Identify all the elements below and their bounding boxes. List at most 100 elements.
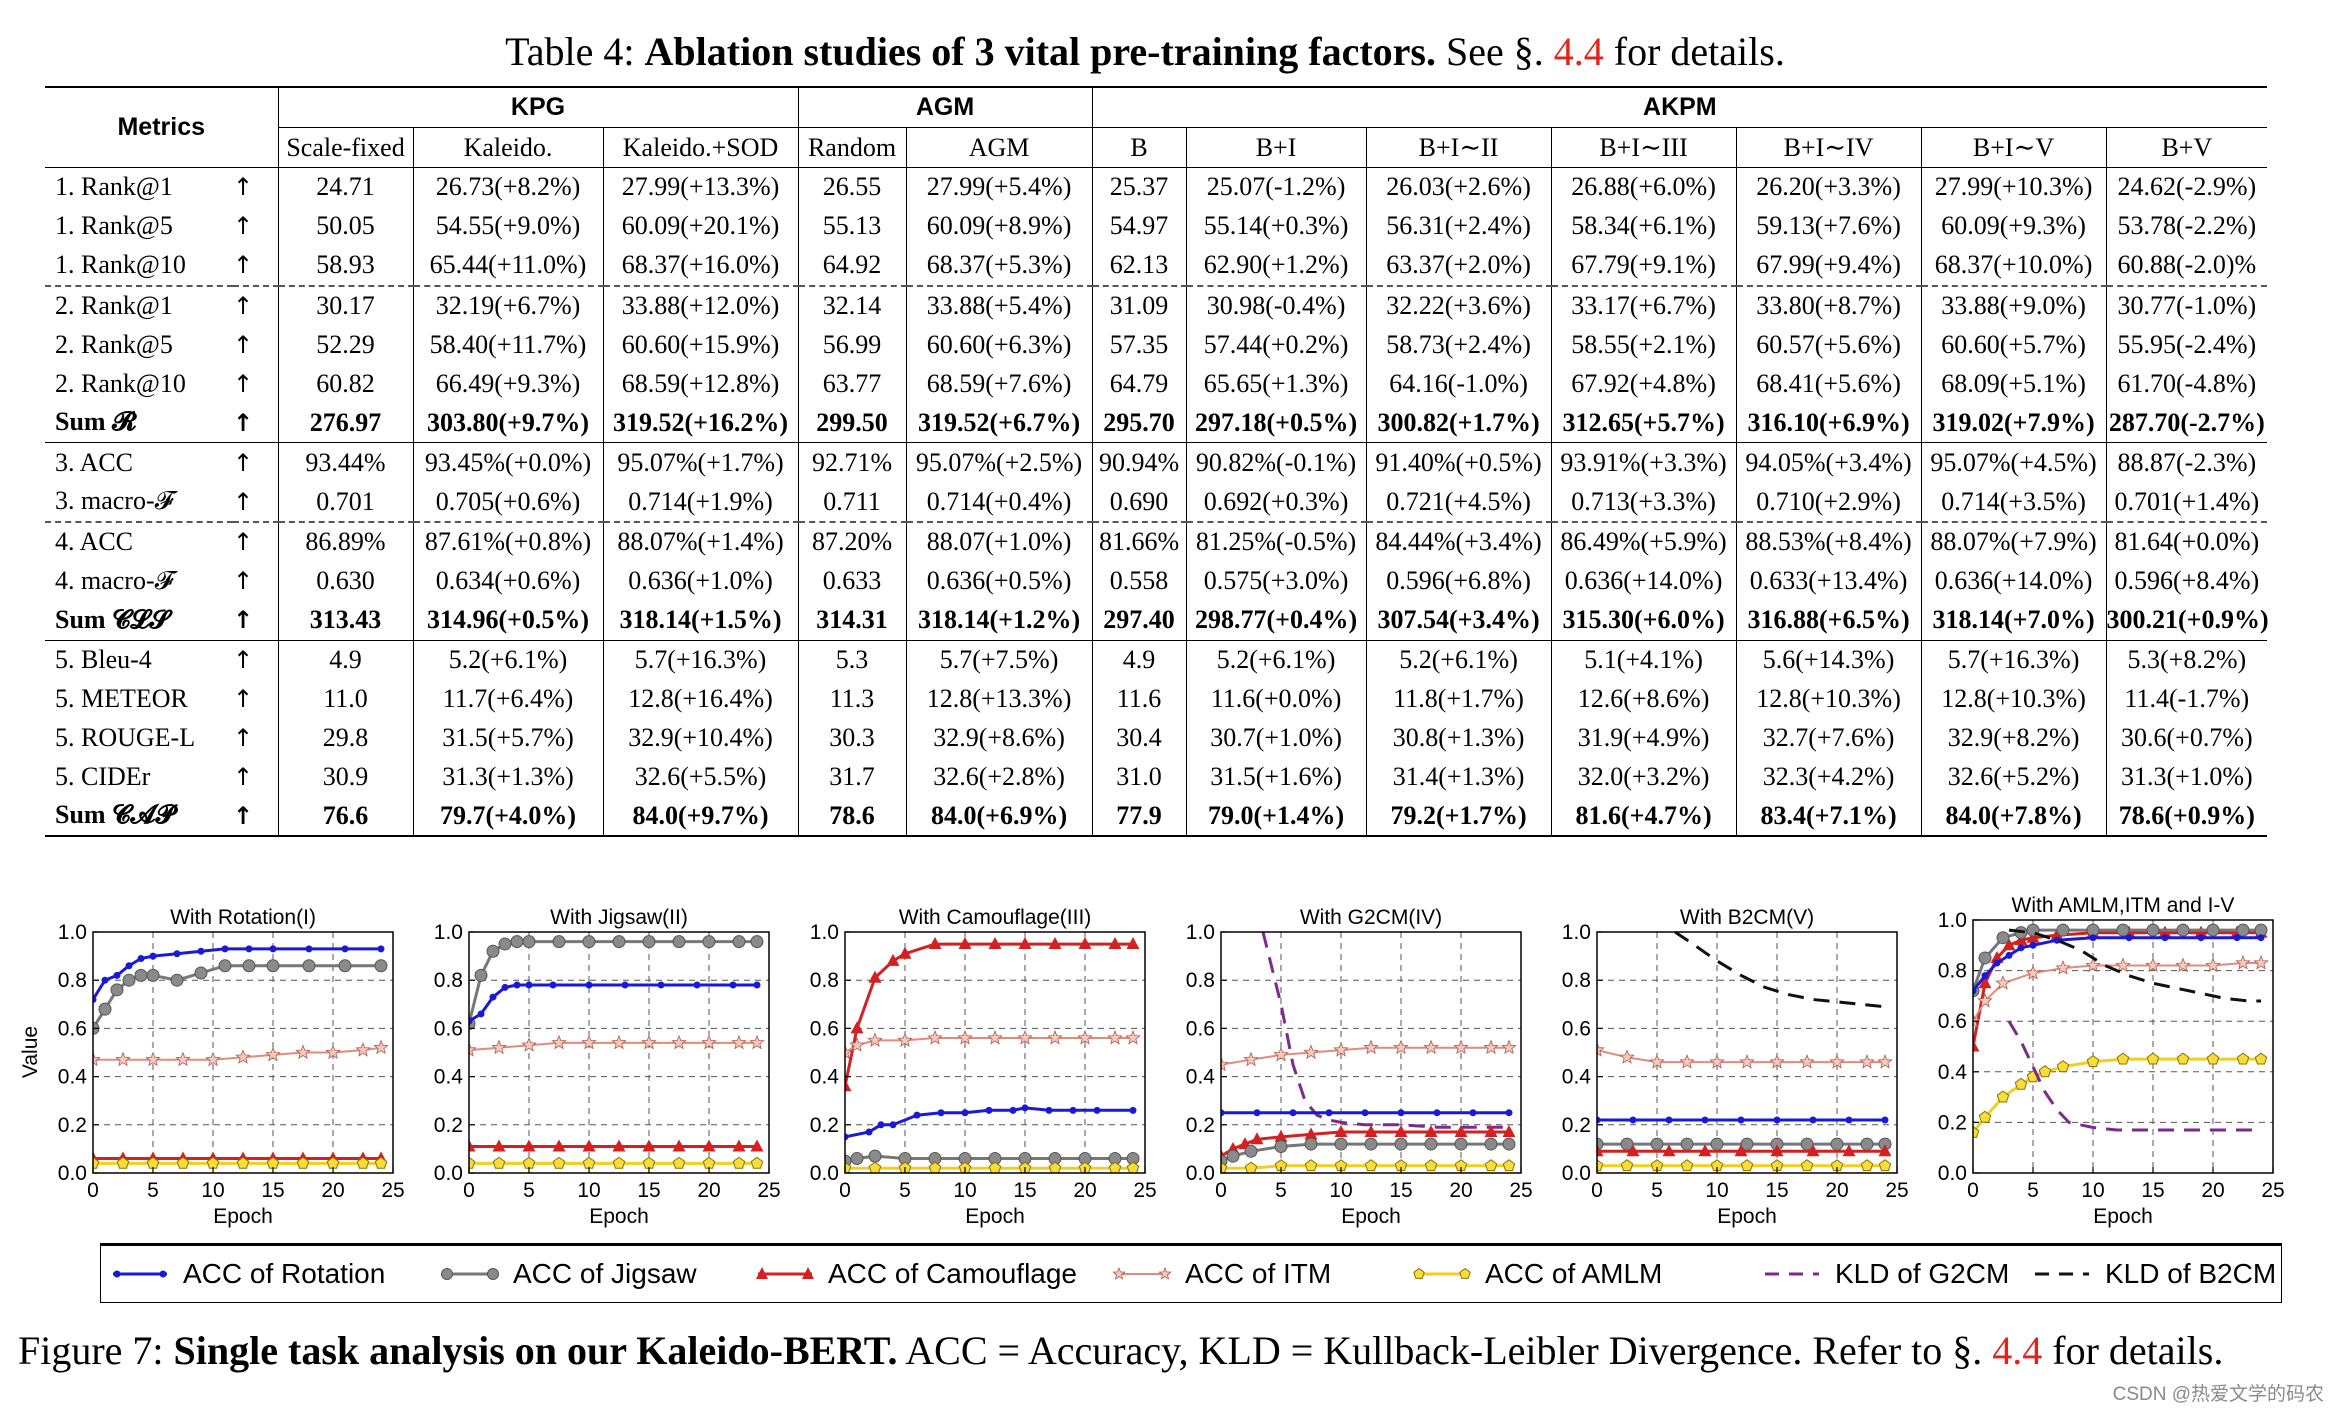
legend-item-camouflage: ACC of Camouflage [754, 1246, 1077, 1302]
table-cell: 67.99(+9.4%) [1736, 245, 1922, 287]
table-cell: 65.65(+1.3%) [1186, 364, 1367, 404]
table-cell: 64.16(-1.0%) [1366, 364, 1552, 404]
data-point [146, 968, 160, 982]
table-cell: 297.40 [1092, 600, 1187, 641]
table-cell: 60.60(+6.3%) [906, 325, 1093, 365]
data-point [937, 1109, 945, 1117]
x-axis-label: Epoch [1341, 1205, 1401, 1228]
x-tick-label: 5 [147, 1179, 159, 1202]
data-point [197, 947, 205, 955]
table-cell: 5.2(+6.1%) [413, 640, 604, 680]
x-tick-label: 20 [1073, 1179, 1096, 1202]
series-line-itm [93, 1046, 382, 1061]
series-line-itm [845, 1037, 1133, 1054]
table-cell: 77.9 [1092, 796, 1187, 838]
table-row: 2. Rank@5 ↑ 52.29 58.40(+11.7%) 60.60(+15.9%… [45, 325, 2267, 365]
legend-label: ACC of Rotation [183, 1258, 386, 1289]
table-cell: 32.6(+5.2%) [1921, 757, 2107, 797]
higher-better-arrow: ↑ [233, 364, 279, 404]
table-cell: 0.634(+0.6%) [413, 561, 604, 601]
data-point [898, 946, 912, 959]
higher-better-arrow: ↑ [233, 796, 279, 838]
data-point [2005, 951, 2013, 959]
table-row: 4. macro-𝓕 ↑ 0.630 0.634(+0.6%) 0.636(+1.0%)… [45, 561, 2267, 601]
legend-item-b2cm: KLD of B2CM [2031, 1246, 2276, 1302]
column-header: Kaleido. [413, 127, 604, 168]
data-point [338, 959, 352, 973]
y-tick-label: 1.0 [1938, 909, 1967, 932]
data-point [510, 935, 524, 949]
data-point [235, 1049, 251, 1064]
data-point [2115, 957, 2131, 973]
table-cell: 0.721(+4.5%) [1366, 482, 1552, 524]
data-point [1125, 1029, 1141, 1045]
table-cell: 0.633(+13.4%) [1736, 561, 1922, 601]
data-point [1740, 1159, 1754, 1172]
table-cell: 81.25%(-0.5%) [1186, 522, 1367, 562]
table-cell: 30.17 [278, 285, 414, 326]
table-cell: 27.99(+5.4%) [906, 167, 1093, 207]
data-point [928, 937, 942, 950]
data-point [582, 1156, 596, 1169]
table-cell: 62.90(+1.2%) [1186, 245, 1367, 287]
x-axis-label: Epoch [2093, 1205, 2153, 1228]
table-cell: 55.13 [798, 206, 907, 246]
table-cell: 26.20(+3.3%) [1736, 167, 1922, 207]
table-cell: 12.8(+10.3%) [1921, 679, 2107, 719]
table-cell: 318.14(+1.2%) [906, 600, 1093, 641]
x-axis-label: Epoch [965, 1205, 1025, 1228]
data-point [750, 1139, 764, 1152]
table-cell: 12.6(+8.6%) [1551, 679, 1737, 719]
table-cell: 86.89% [278, 522, 414, 562]
y-axis-label: Value [19, 1026, 42, 1078]
legend-label: ACC of AMLM [1485, 1258, 1663, 1289]
data-point [2206, 1052, 2220, 1065]
series-line-itm [469, 1041, 757, 1052]
plot-frame [1972, 919, 2274, 1174]
data-point [1221, 1161, 1228, 1174]
table-cell: 295.70 [1092, 403, 1187, 444]
data-point [1048, 937, 1062, 950]
y-tick-label: 0.2 [1186, 1114, 1215, 1137]
table-cell: 58.73(+2.4%) [1366, 325, 1552, 365]
table-cell: 26.73(+8.2%) [413, 167, 604, 207]
table-cell: 11.8(+1.7%) [1366, 679, 1552, 719]
series-line-amlm [1973, 1057, 2261, 1134]
data-point [1483, 1039, 1499, 1055]
x-tick-label: 20 [697, 1179, 720, 1202]
table-cell: 5.7(+7.5%) [906, 640, 1093, 680]
table-cell: 31.0 [1092, 757, 1187, 797]
x-tick-label: 25 [381, 1179, 404, 1202]
data-point [1809, 1116, 1817, 1124]
data-point [374, 1156, 388, 1169]
table-cell: 64.92 [798, 245, 907, 287]
higher-better-arrow: ↑ [233, 285, 279, 326]
data-point [1108, 937, 1122, 950]
data-point [1047, 1029, 1063, 1045]
table-cell: 0.714(+3.5%) [1921, 482, 2107, 524]
data-point [611, 1034, 627, 1050]
table-cell: 26.55 [798, 167, 907, 207]
data-point [1364, 1125, 1378, 1138]
data-point [1620, 1159, 1634, 1172]
metric-label: 2. Rank@1 [55, 291, 173, 321]
data-point [1484, 1137, 1498, 1151]
table-caption-ref-link[interactable]: 4.4 [1553, 29, 1604, 74]
data-point [1048, 1161, 1062, 1174]
data-point [98, 1002, 112, 1016]
data-point [2125, 934, 2133, 942]
metric-label: 1. Rank@10 [45, 245, 233, 287]
figure-caption-ref-link[interactable]: 4.4 [1992, 1328, 2043, 1373]
data-point [341, 945, 349, 953]
table-cell: 30.9 [278, 757, 414, 797]
data-point [1393, 1039, 1409, 1055]
group-header-akpm: AKPM [1092, 86, 2268, 128]
legend-item-amlm: ACC of AMLM [1411, 1246, 1662, 1302]
figure-caption-title: Single task analysis on our Kaleido-BERT… [173, 1328, 898, 1373]
data-point [1424, 1159, 1438, 1172]
table-cell: 88.07%(+1.4%) [603, 522, 799, 562]
table-cell: 30.6(+0.7%) [2121, 722, 2253, 752]
x-tick-label: 15 [1389, 1179, 1412, 1202]
table-cell: 64.79 [1092, 364, 1187, 404]
table-cell: 319.52(+6.7%) [906, 403, 1093, 444]
